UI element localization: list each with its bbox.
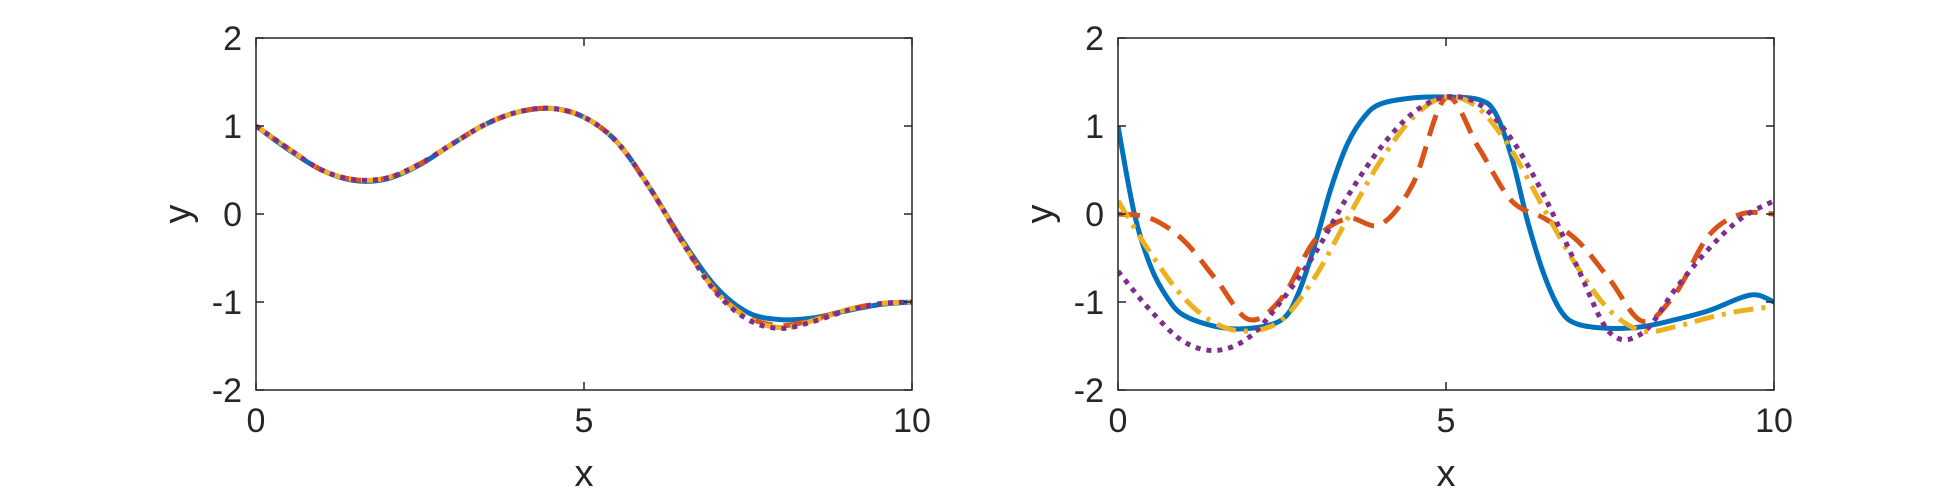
left-y-axis-label: y	[157, 205, 199, 224]
left-x-axis-label: x	[575, 453, 594, 495]
left-series-group	[256, 105, 912, 331]
left-x-tick-label: 0	[247, 402, 266, 440]
right-x-tick-label: 5	[1437, 402, 1456, 440]
right-x-tick-label: 10	[1755, 402, 1793, 440]
right-x-axis-label: x	[1437, 453, 1456, 495]
left-x-tick-label: 5	[575, 402, 594, 440]
right-y-tick-label: 2	[1085, 20, 1104, 58]
left-y-tick-label: -1	[212, 284, 242, 322]
left-plot-area	[256, 38, 912, 390]
right-y-tick-label: 1	[1085, 108, 1104, 146]
right-y-axis-label: y	[1019, 205, 1061, 224]
left-y-tick-label: 1	[223, 108, 242, 146]
left-y-tick-label: 0	[223, 196, 242, 234]
right-y-tick-label: -2	[1074, 372, 1104, 410]
right-series-line-3-dashdot	[1118, 94, 1774, 335]
right-y-tick-label: 0	[1085, 196, 1104, 234]
left-y-tick-label: -2	[212, 372, 242, 410]
right-plot-area	[1118, 38, 1774, 390]
right-series-line-4-dotted	[1118, 93, 1774, 354]
right-series-line-1-solid	[1118, 94, 1774, 332]
right-y-tick-label: -1	[1074, 284, 1104, 322]
left-y-tick-label: 2	[223, 20, 242, 58]
left-series-line-4-dotted	[256, 105, 912, 331]
left-x-tick-label: 10	[893, 402, 931, 440]
right-series-group	[1118, 93, 1774, 354]
right-x-tick-label: 0	[1109, 402, 1128, 440]
